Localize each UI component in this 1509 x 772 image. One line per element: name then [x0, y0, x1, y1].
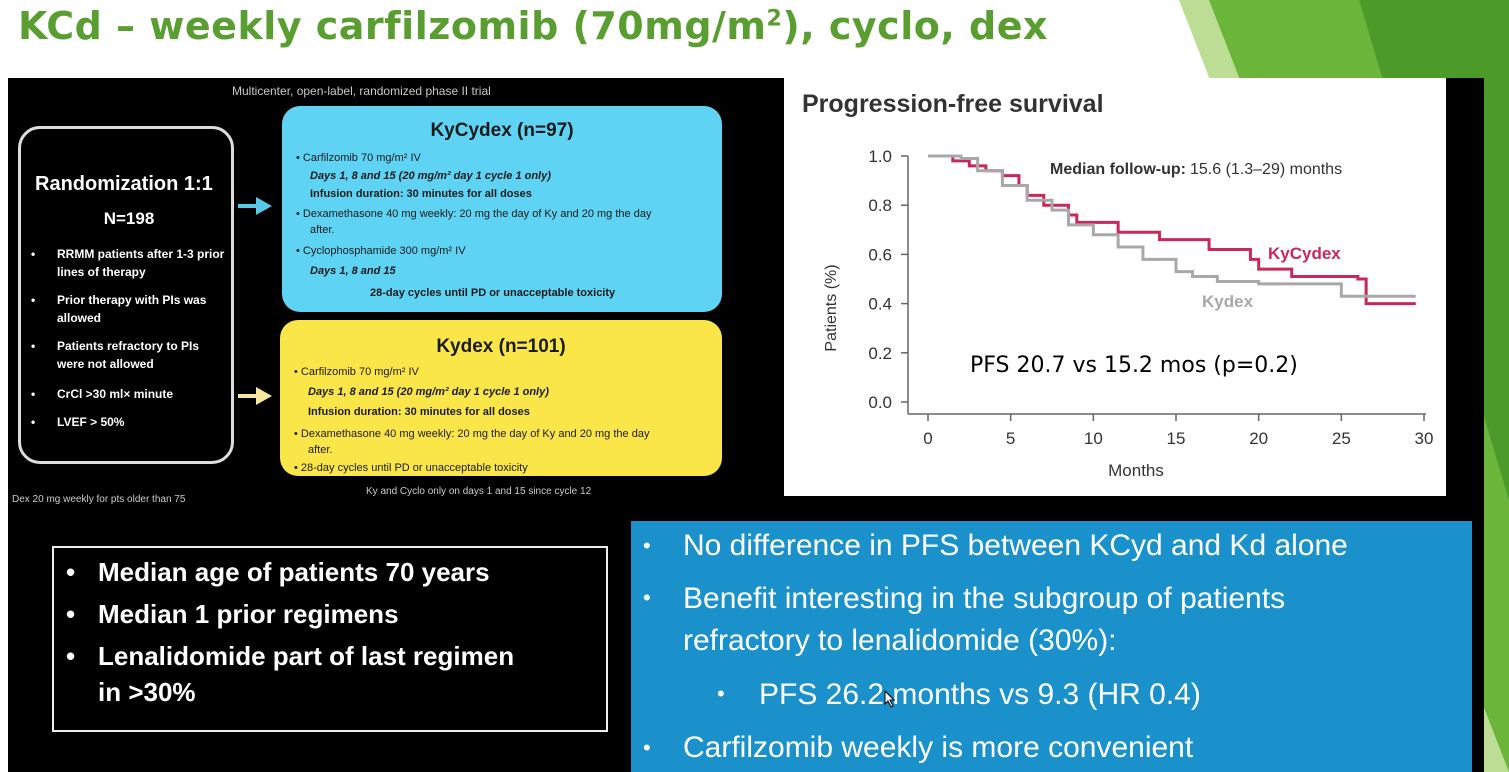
- y-tick-label: 0.4: [868, 295, 892, 314]
- key-point-text: Median age of patients 70 years: [98, 557, 490, 587]
- randomization-bullet-text: LVEF > 50%: [57, 415, 125, 429]
- kydex-line: • 28-day cycles until PD or unacceptable…: [294, 462, 528, 474]
- y-tick-label: 0.8: [868, 196, 892, 215]
- bullet-dot: •: [717, 681, 725, 706]
- chart-title: Progression-free survival: [802, 90, 1104, 118]
- kydex-title: Kydex (n=101): [436, 336, 566, 357]
- bullet-dot: •: [643, 585, 651, 610]
- kycydex-arm-box: KyCydex (n=97) • Carfilzomib 70 mg/m² IV…: [282, 106, 722, 312]
- footnote-cycle12: Ky and Cyclo only on days 1 and 15 since…: [366, 486, 592, 497]
- kycydex-line: Infusion duration: 30 minutes for all do…: [310, 188, 532, 200]
- y-tick-label: 0.6: [868, 245, 892, 264]
- kycydex-line: • Dexamethasone 40 mg weekly: 20 mg the …: [296, 208, 652, 220]
- randomization-bullet-text: Prior therapy with PIs was allowed: [57, 293, 207, 325]
- series-label-kycydex: KyCydex: [1268, 244, 1341, 263]
- conclusion-bullet: Benefit interesting in the subgroup of p…: [683, 582, 1286, 615]
- kycydex-line: • Carfilzomib 70 mg/m² IV: [296, 152, 421, 164]
- key-point: • Median age of patients 70 years: [66, 557, 490, 587]
- key-point-text: Median 1 prior regimens: [98, 599, 399, 629]
- arrowhead-kycydex: [256, 197, 272, 215]
- randomization-bullet-text: CrCl >30 ml× minute: [57, 387, 174, 401]
- x-tick-label: 5: [1006, 429, 1015, 448]
- kycydex-line: 28-day cycles until PD or unacceptable t…: [370, 287, 616, 299]
- kydex-line: Infusion duration: 30 minutes for all do…: [308, 406, 530, 418]
- x-tick-label: 25: [1332, 429, 1351, 448]
- followup-label: Median follow-up:: [1050, 161, 1186, 178]
- y-tick-label: 0.2: [868, 344, 892, 363]
- x-tick-label: 20: [1249, 429, 1268, 448]
- key-points-box: • Median age of patients 70 years • Median…: [52, 546, 608, 732]
- conclusion-bullet: Carfilzomib weekly is more convenient: [683, 731, 1194, 764]
- x-axis-label: Months: [1108, 461, 1164, 480]
- title-superscript: 2: [766, 6, 783, 32]
- key-point-text: Lenalidomide part of last regimen: [98, 641, 515, 671]
- pfs-chart-panel: Progression-free survival Median follow-…: [784, 78, 1446, 496]
- kycydex-line: • Cyclophosphamide 300 mg/m² IV: [296, 245, 466, 257]
- arrow-to-kycydex: [238, 204, 258, 208]
- x-tick-label: 30: [1415, 429, 1434, 448]
- trial-subtitle: Multicenter, open-label, randomized phas…: [232, 84, 491, 98]
- series-line-kycydex: [928, 154, 1416, 306]
- footnote-dex: Dex 20 mg weekly for pts older than 75: [12, 494, 186, 505]
- kycydex-line: Days 1, 8 and 15: [310, 265, 396, 277]
- followup-annotation: Median follow-up: 15.6 (1.3–29) months: [1050, 161, 1342, 178]
- kydex-line: • Carfilzomib 70 mg/m² IV: [294, 366, 419, 378]
- kydex-line: Days 1, 8 and 15 (20 mg/m² day 1 cycle 1…: [308, 386, 549, 398]
- conclusions-box: • No difference in PFS between KCyd and …: [631, 521, 1472, 772]
- x-tick-label: 10: [1084, 429, 1103, 448]
- y-tick-label: 1.0: [868, 147, 892, 166]
- bullet-dot: •: [643, 533, 651, 558]
- slide-title: KCd – weekly carfilzomib (70mg/m2), cycl…: [18, 4, 1048, 48]
- mouse-cursor-icon: [884, 690, 896, 708]
- randomization-box: Randomization 1:1 N=198 • RRMM patients a…: [18, 126, 234, 464]
- kycydex-line: after.: [310, 224, 335, 236]
- key-point: • Median 1 prior regimens: [66, 599, 399, 629]
- followup-value: 15.6 (1.3–29) months: [1190, 161, 1342, 178]
- kydex-arm-box: Kydex (n=101) • Carfilzomib 70 mg/m² IV …: [280, 320, 722, 476]
- x-tick-label: 15: [1167, 429, 1186, 448]
- randomization-n: N=198: [103, 209, 155, 228]
- randomization-title: Randomization 1:1: [35, 173, 213, 195]
- pfs-comparison-annotation: PFS 20.7 vs 15.2 mos (p=0.2): [970, 353, 1298, 378]
- conclusion-bullet: No difference in PFS between KCyd and Kd…: [683, 529, 1348, 562]
- y-tick-label: 0.0: [868, 393, 892, 412]
- kydex-line: • Dexamethasone 40 mg weekly: 20 mg the …: [294, 428, 650, 440]
- pfs-chart: Progression-free survival Median follow-…: [802, 90, 1434, 480]
- series-line-kydex: [928, 154, 1416, 298]
- y-axis-label: Patients (%): [823, 264, 840, 351]
- randomization-bullet-text: RRMM patients after 1-3 prior lines of t…: [57, 247, 225, 279]
- arrow-to-kydex: [238, 394, 258, 398]
- key-point-continuation: in >30%: [98, 677, 196, 707]
- randomization-bullet-text: Patients refractory to PIs were not allo…: [57, 339, 200, 371]
- arrowhead-kydex: [256, 387, 272, 405]
- title-end: ), cyclo, dex: [782, 4, 1048, 48]
- title-main: KCd – weekly carfilzomib (70mg/m: [18, 4, 767, 48]
- series-label-kydex: Kydex: [1202, 292, 1254, 311]
- kycydex-line: Days 1, 8 and 15 (20 mg/m² day 1 cycle 1…: [310, 170, 551, 182]
- kycydex-title: KyCydex (n=97): [430, 120, 574, 141]
- key-point: • Lenalidomide part of last regimen: [66, 641, 515, 671]
- conclusion-bullet-continuation: refractory to lenalidomide (30%):: [683, 624, 1117, 657]
- conclusion-sub-bullet: PFS 26.2 months vs 9.3 (HR 0.4): [759, 678, 1201, 711]
- bullet-dot: •: [643, 735, 651, 760]
- x-tick-label: 0: [923, 429, 932, 448]
- kydex-line: after.: [308, 444, 333, 456]
